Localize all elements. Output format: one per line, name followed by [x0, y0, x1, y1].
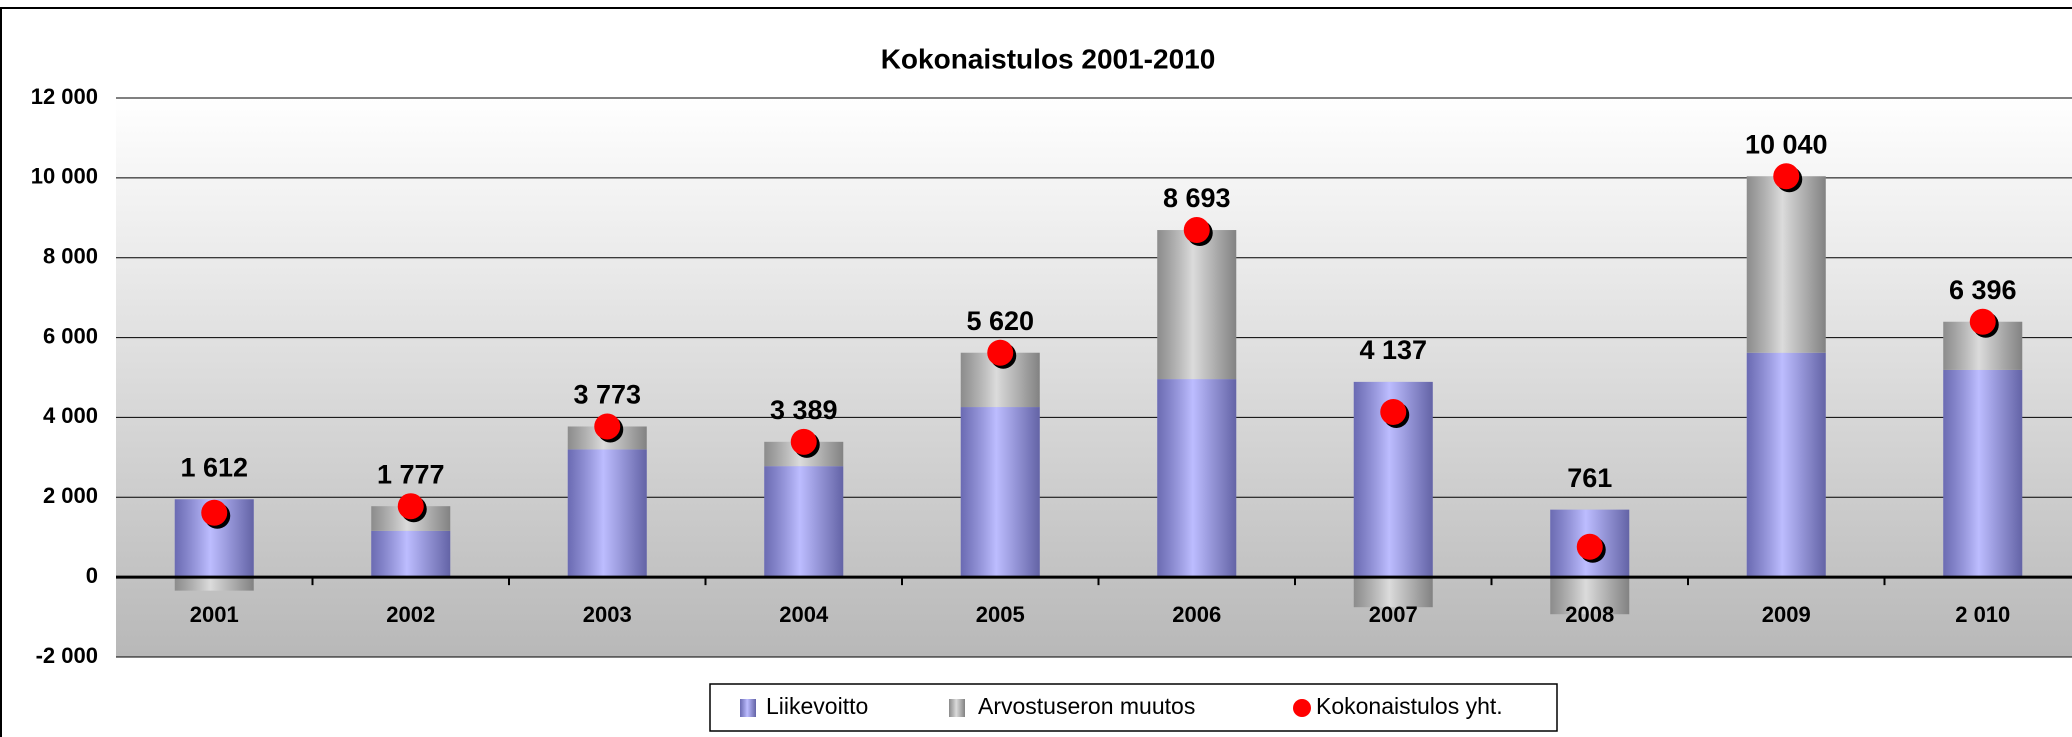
y-tick-label: 4 000: [43, 403, 98, 428]
legend-label: Liikevoitto: [766, 693, 868, 719]
data-label: 8 693: [1163, 183, 1231, 213]
x-tick-label: 2001: [190, 602, 239, 627]
data-label: 3 773: [573, 380, 641, 410]
dot: [397, 493, 424, 520]
y-tick-label: 12 000: [31, 84, 98, 109]
y-tick-label: 6 000: [43, 323, 98, 348]
bar-shade: [371, 530, 451, 578]
x-tick-label: 2007: [1369, 602, 1418, 627]
bar-shade: [764, 466, 844, 578]
y-tick-label: 8 000: [43, 244, 98, 269]
y-tick-label: 0: [86, 563, 98, 588]
bar-shade: [1550, 577, 1630, 615]
legend-label: Kokonaistulos yht.: [1316, 693, 1503, 719]
data-label: 4 137: [1359, 335, 1427, 365]
dot: [1969, 308, 1996, 335]
bar-shade: [1157, 379, 1237, 578]
bar-shade: [567, 449, 647, 578]
y-tick-label: 10 000: [31, 164, 98, 189]
legend: [709, 683, 1558, 732]
x-tick-label: 2002: [386, 602, 435, 627]
x-tick-label: 2006: [1172, 602, 1221, 627]
x-tick-label: 2003: [583, 602, 632, 627]
legend-label: Arvostuseron muutos: [978, 693, 1195, 719]
dot: [1773, 163, 1800, 190]
bar-shade: [1157, 230, 1237, 380]
data-label: 10 040: [1745, 129, 1828, 159]
dot: [594, 413, 621, 440]
dot: [987, 339, 1014, 366]
data-label: 6 396: [1949, 275, 2017, 305]
bar-shade: [1746, 176, 1826, 353]
x-tick-label: 2 010: [1955, 602, 2010, 627]
x-tick-label: 2008: [1565, 602, 1614, 627]
data-label: 1 777: [377, 459, 445, 489]
chart-title: Kokonaistulos 2001-2010: [881, 43, 1216, 74]
bar-shade: [960, 407, 1040, 578]
y-tick-label: 2 000: [43, 483, 98, 508]
legend-swatch-shade: [949, 699, 965, 717]
dot: [201, 499, 228, 526]
y-tick-label: -2 000: [36, 643, 98, 668]
data-label: 1 612: [180, 452, 248, 482]
bar-shade: [1746, 352, 1826, 578]
data-label: 761: [1567, 463, 1612, 493]
x-tick-label: 2004: [779, 602, 829, 627]
dot: [1380, 398, 1407, 425]
legend-swatch-shade: [740, 699, 756, 717]
dot: [1576, 533, 1603, 560]
data-label: 5 620: [966, 306, 1034, 336]
data-label: 3 389: [770, 395, 838, 425]
dot: [1183, 217, 1210, 244]
bar-shade: [174, 577, 254, 591]
x-tick-label: 2009: [1762, 602, 1811, 627]
dot: [790, 428, 817, 455]
legend-swatch: [1293, 699, 1311, 717]
bar-shade: [1943, 369, 2023, 578]
x-tick-label: 2005: [976, 602, 1025, 627]
bar-shade: [1353, 577, 1433, 608]
